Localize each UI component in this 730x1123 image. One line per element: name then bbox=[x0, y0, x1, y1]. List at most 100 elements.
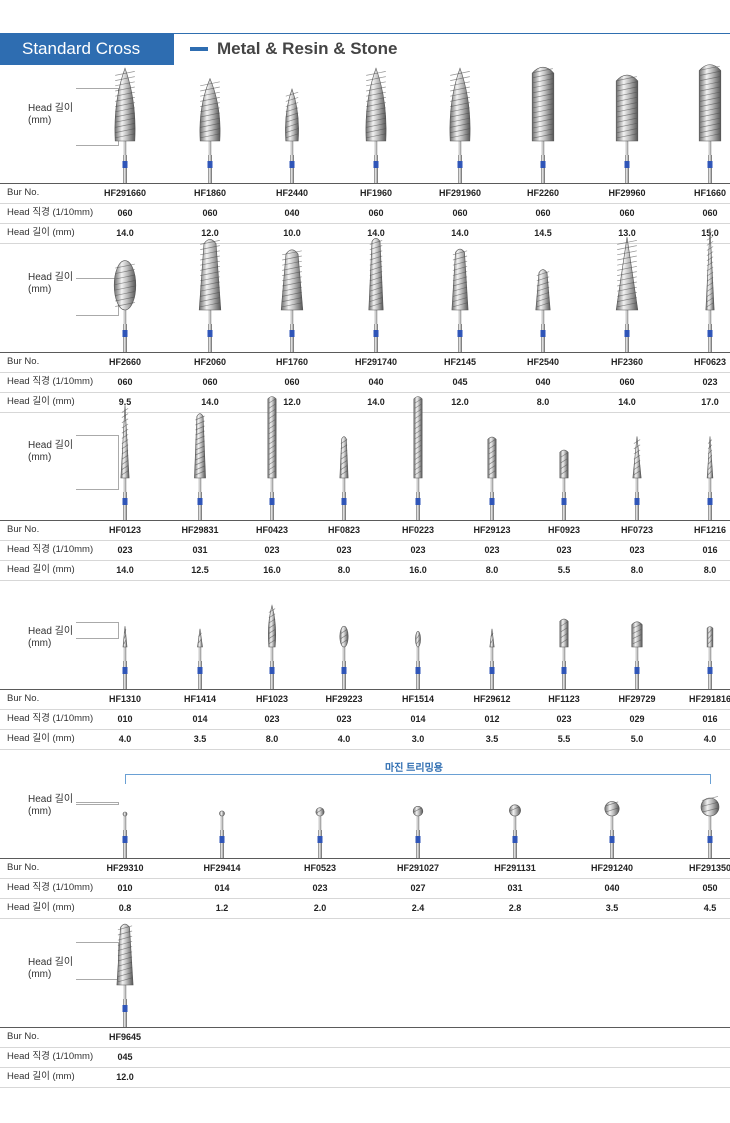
head-length: 16.0 bbox=[409, 565, 427, 575]
bur-number: HF2360 bbox=[610, 357, 644, 367]
table-row-rule bbox=[0, 898, 730, 899]
bur-image bbox=[615, 74, 639, 183]
head-diameter: 023 bbox=[484, 545, 500, 555]
head-length-caption-line2: (mm) bbox=[28, 969, 52, 980]
head-diameter: 023 bbox=[312, 883, 328, 893]
bur-image bbox=[280, 249, 304, 352]
bur-number: HF291960 bbox=[438, 188, 482, 198]
head-diameter: 023 bbox=[556, 714, 572, 724]
table-row-rule bbox=[0, 412, 730, 413]
bur-number: HF1760 bbox=[275, 357, 309, 367]
bur-number: HF0923 bbox=[547, 525, 581, 535]
row-label: Bur No. bbox=[7, 862, 40, 873]
table-row-rule bbox=[0, 372, 730, 373]
category-title-text: Metal & Resin & Stone bbox=[217, 39, 398, 58]
head-length-caption: Head 길이 (mm) bbox=[28, 440, 88, 464]
bur-number: HF1414 bbox=[183, 694, 217, 704]
bur-image bbox=[339, 436, 349, 520]
row-label: Bur No. bbox=[7, 187, 40, 198]
head-diameter: 029 bbox=[629, 714, 645, 724]
head-length-caption: Head 길이 (mm) bbox=[28, 272, 88, 296]
bur-number: HF2145 bbox=[443, 357, 477, 367]
head-length: 4.0 bbox=[118, 734, 132, 744]
head-length: 14.0 bbox=[618, 397, 636, 407]
head-length: 14.0 bbox=[451, 228, 469, 238]
head-diameter: 060 bbox=[619, 208, 635, 218]
bur-number: HF2060 bbox=[193, 357, 227, 367]
table-row-rule bbox=[0, 392, 730, 393]
bur-image bbox=[559, 618, 569, 689]
head-diameter: 023 bbox=[336, 545, 352, 555]
head-diameter: 031 bbox=[192, 545, 208, 555]
table-row-rule bbox=[0, 243, 730, 244]
head-diameter: 023 bbox=[410, 545, 426, 555]
category-tab[interactable]: Standard Cross bbox=[0, 33, 174, 65]
bur-number: HF1123 bbox=[548, 694, 580, 704]
bur-image bbox=[615, 237, 639, 352]
head-length-caption: Head 길이 (mm) bbox=[28, 794, 88, 818]
head-length: 13.0 bbox=[618, 228, 636, 238]
head-diameter: 045 bbox=[452, 377, 468, 387]
head-length-caption-line2: (mm) bbox=[28, 452, 52, 463]
head-length: 8.0 bbox=[703, 565, 717, 575]
bur-section: Head 길이 (mm) bbox=[0, 227, 730, 413]
bur-image bbox=[113, 260, 137, 352]
head-length: 0.8 bbox=[118, 903, 132, 913]
head-diameter: 010 bbox=[117, 883, 133, 893]
bur-image bbox=[487, 436, 497, 520]
head-diameter: 031 bbox=[507, 883, 523, 893]
bur-number: HF2540 bbox=[526, 357, 560, 367]
row-label: Bur No. bbox=[7, 356, 40, 367]
bur-number: HF291027 bbox=[396, 863, 440, 873]
bur-image bbox=[632, 436, 642, 520]
head-length: 17.0 bbox=[701, 397, 719, 407]
row-label: Head 길이 (mm) bbox=[7, 227, 75, 238]
bur-number: HF29612 bbox=[473, 694, 511, 704]
row-label: Head 직경 (1/10mm) bbox=[7, 207, 94, 218]
bur-image bbox=[535, 269, 551, 352]
bur-section: Head 길이 (mm) bbox=[0, 572, 730, 750]
row-label: Head 길이 (mm) bbox=[7, 564, 75, 575]
bur-number: HF1310 bbox=[108, 694, 142, 704]
head-diameter: 023 bbox=[556, 545, 572, 555]
head-diameter: 023 bbox=[702, 377, 718, 387]
head-length: 14.5 bbox=[534, 228, 552, 238]
bur-image bbox=[706, 626, 714, 689]
head-length: 5.5 bbox=[557, 565, 571, 575]
head-length: 12.0 bbox=[116, 1072, 134, 1082]
head-length-caption-line1: Head 길이 bbox=[28, 440, 74, 451]
head-diameter: 060 bbox=[117, 377, 133, 387]
head-length: 2.0 bbox=[313, 903, 327, 913]
head-diameter: 060 bbox=[202, 208, 218, 218]
head-length: 10.0 bbox=[283, 228, 301, 238]
head-length-caption: Head 길이 (mm) bbox=[28, 626, 88, 650]
table-row-rule bbox=[0, 203, 730, 204]
table-row-rule bbox=[0, 918, 730, 919]
bur-image bbox=[219, 810, 225, 858]
head-diameter: 014 bbox=[192, 714, 208, 724]
bur-number: HF0823 bbox=[327, 525, 361, 535]
bur-image bbox=[365, 67, 387, 183]
bur-image bbox=[268, 604, 276, 689]
head-diameter: 040 bbox=[535, 377, 551, 387]
head-length-caption-line1: Head 길이 bbox=[28, 626, 74, 637]
table-row-rule bbox=[0, 540, 730, 541]
row-label: Head 길이 (mm) bbox=[7, 733, 75, 744]
bur-image bbox=[413, 396, 423, 520]
head-length: 8.0 bbox=[536, 397, 550, 407]
row-label: Head 길이 (mm) bbox=[7, 1071, 75, 1082]
head-diameter: 023 bbox=[336, 714, 352, 724]
head-length: 14.0 bbox=[367, 228, 385, 238]
bur-image bbox=[315, 807, 325, 858]
head-diameter: 023 bbox=[117, 545, 133, 555]
head-length: 1.2 bbox=[215, 903, 229, 913]
bur-section: Head 길이 (mm) bbox=[0, 396, 730, 581]
category-marker-icon bbox=[190, 47, 208, 51]
bur-image bbox=[449, 67, 471, 183]
bur-number: HF2660 bbox=[108, 357, 142, 367]
bur-image bbox=[194, 413, 206, 520]
bur-image bbox=[267, 396, 277, 520]
bur-image bbox=[604, 801, 620, 858]
bur-image bbox=[705, 227, 715, 352]
bur-image bbox=[198, 239, 222, 352]
